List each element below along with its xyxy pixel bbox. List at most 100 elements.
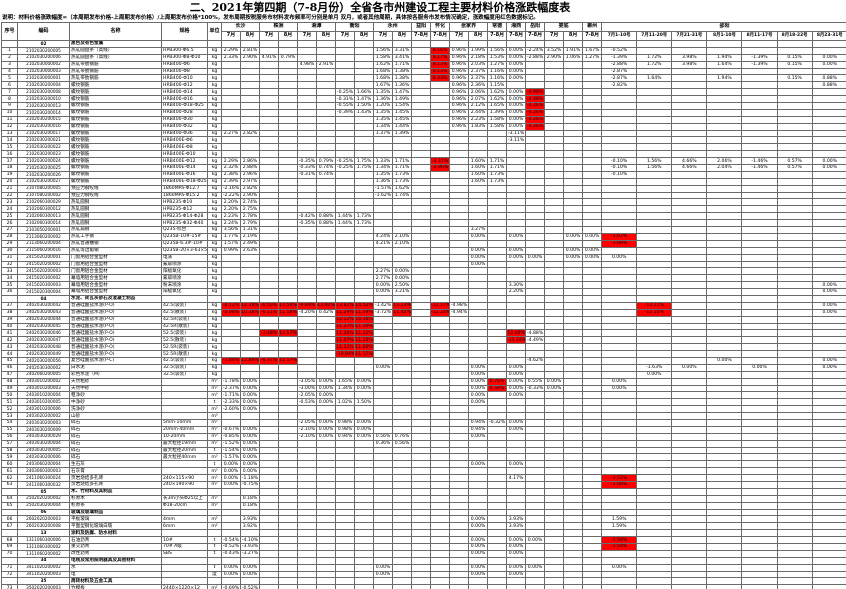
- value-cell: [278, 281, 299, 290]
- value-cell: 1.77%: [221, 232, 241, 241]
- value-cell: -0.52%: [601, 46, 638, 55]
- value-cell: [259, 212, 280, 221]
- value-cell: 2.20%: [221, 205, 241, 214]
- material-row: 24 2102060300012 热轧圆钢 HPB235-Φ12 kg 2.20% 2.75…: [1, 205, 846, 214]
- value-cell: [316, 260, 337, 269]
- value-cell: 0.00%: [468, 391, 489, 400]
- value-cell: 0.00%: [316, 398, 337, 407]
- value-cell: [468, 184, 489, 193]
- value-cell: [411, 170, 432, 179]
- value-cell: [776, 102, 813, 110]
- value-cell: 0.00%: [544, 377, 565, 386]
- value-cell: [706, 439, 743, 448]
- value-cell: 0.96%: [449, 46, 470, 55]
- value-cell: [582, 205, 603, 214]
- unit-cell: kg: [207, 46, 222, 55]
- value-cell: [411, 219, 432, 228]
- value-cell: [259, 350, 280, 358]
- value-cell: [278, 288, 299, 296]
- value-cell: [563, 570, 584, 579]
- value-cell: [316, 481, 337, 489]
- value-cell: [563, 329, 584, 338]
- value-cell: [221, 494, 241, 503]
- unit-cell: kg: [207, 122, 222, 131]
- section-empty-cell: [544, 40, 565, 48]
- value-cell: [741, 108, 778, 117]
- value-cell: [671, 122, 708, 131]
- value-cell: [563, 460, 584, 469]
- value-cell: [563, 219, 584, 228]
- value-cell: 0.00%: [373, 563, 394, 572]
- value-cell: [316, 115, 337, 124]
- value-cell: [582, 322, 603, 331]
- value-cell: [741, 281, 778, 290]
- value-cell: [354, 150, 375, 159]
- value-cell: [582, 370, 603, 379]
- value-cell: [636, 315, 673, 324]
- value-cell: [671, 398, 708, 407]
- value-cell: [411, 212, 432, 221]
- spec-cell: 粉末喷涂: [161, 281, 208, 290]
- value-cell: [297, 184, 318, 193]
- value-cell: [316, 53, 337, 62]
- value-cell: [335, 288, 356, 296]
- spec-cell: HRB400E-Φ16: [161, 170, 208, 179]
- value-cell: [430, 432, 451, 441]
- value-cell: [392, 543, 413, 551]
- value-cell: [601, 288, 638, 296]
- value-cell: [811, 143, 846, 152]
- value-cell: [776, 398, 813, 407]
- value-cell: [544, 481, 565, 489]
- value-cell: [706, 288, 743, 296]
- value-cell: -1.39%: [601, 53, 638, 62]
- value-cell: [297, 322, 318, 331]
- unit-cell: kg: [207, 191, 222, 200]
- period-header: 8月: [239, 31, 261, 41]
- spec-cell: HPB235-Φ12: [161, 205, 208, 214]
- value-cell: [636, 143, 673, 152]
- value-cell: [487, 129, 508, 138]
- spec-cell: 4mm: [161, 515, 208, 524]
- value-cell: [239, 418, 261, 427]
- section-empty-cell: [239, 508, 261, 517]
- value-cell: [392, 405, 413, 414]
- value-cell: [411, 543, 432, 551]
- value-cell: [563, 536, 584, 545]
- value-cell: [506, 274, 527, 283]
- value-cell: [776, 95, 813, 104]
- period-header: 7-8月: [506, 31, 527, 41]
- value-cell: [259, 522, 280, 531]
- value-cell: [487, 584, 508, 589]
- value-cell: 0.00%: [506, 232, 527, 241]
- unit-cell: t: [207, 536, 222, 545]
- value-cell: [506, 439, 527, 448]
- value-cell: [354, 474, 375, 482]
- value-cell: [354, 67, 375, 76]
- value-cell: 0.00%: [221, 563, 241, 572]
- value-cell: [316, 494, 337, 503]
- value-cell: [706, 143, 743, 152]
- value-cell: [297, 102, 318, 110]
- name-cell: 石油沥青: [69, 536, 162, 545]
- value-cell: [411, 536, 432, 545]
- value-cell: [487, 536, 508, 545]
- value-cell: [741, 515, 778, 524]
- spec-cell: Q235B-10#-15#: [161, 232, 208, 241]
- value-cell: [741, 212, 778, 221]
- value-cell: [636, 102, 673, 110]
- period-header: 8月18-22号: [776, 31, 813, 41]
- value-cell: -1.57%: [221, 453, 241, 462]
- value-cell: [544, 501, 565, 510]
- name-cell: 预应力钢绞线: [69, 184, 162, 193]
- value-cell: [506, 143, 527, 152]
- value-cell: [544, 136, 565, 145]
- value-cell: [601, 439, 638, 448]
- name-cell: 螺纹钢筋: [69, 136, 162, 145]
- section-empty-cell: [563, 529, 584, 538]
- code-cell: 2402030200047: [17, 336, 70, 345]
- value-cell: [563, 60, 584, 69]
- value-cell: [544, 95, 565, 104]
- spec-cell: HRB400-Φ30: [161, 115, 208, 124]
- value-cell: 0.00%: [506, 95, 527, 104]
- value-cell: 1.37%: [373, 129, 394, 138]
